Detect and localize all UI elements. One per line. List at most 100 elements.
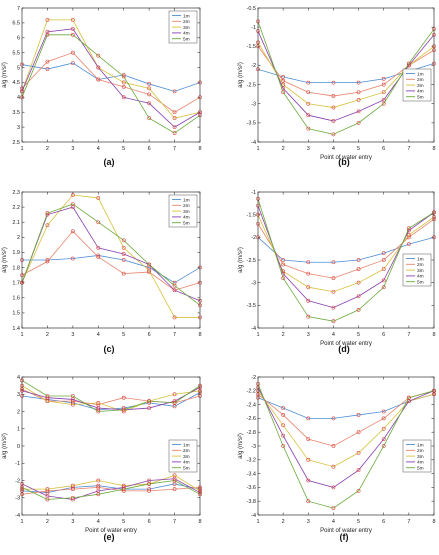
series-line-1m [21, 483, 201, 493]
data-point [331, 485, 336, 490]
data-point [147, 86, 152, 91]
data-point [381, 76, 386, 81]
data-point [121, 95, 126, 100]
x-tick-label: 1 [20, 332, 23, 338]
y-tick-label: -3.4 [247, 471, 256, 477]
series-line-1m [257, 393, 435, 419]
data-point [70, 50, 75, 55]
data-point [121, 271, 126, 276]
y-tick-label: 4 [17, 375, 20, 381]
data-point [356, 120, 361, 125]
axes-frame [21, 7, 201, 143]
data-point [281, 258, 286, 262]
x-tick-label: 8 [198, 146, 201, 152]
data-point [331, 94, 336, 98]
x-tick-label: 7 [407, 146, 410, 152]
data-point [356, 450, 361, 455]
y-tick-label: 1.6 [12, 296, 20, 302]
x-tick-label: 7 [407, 519, 410, 525]
data-point [381, 278, 386, 283]
chart-panel-1: 1 2 3 4 5 6 7 8 2.5 3 3.5 4 4.5 5 5.5 6 6.5 7 a/g (m/s²) 1m… [2, 6, 202, 152]
legend-entry: 5m [417, 280, 424, 286]
x-tick-label: 4 [97, 146, 100, 152]
data-point [147, 92, 152, 97]
data-point [147, 482, 152, 486]
y-tick-label: 1.8 [12, 265, 20, 271]
data-point [281, 262, 286, 267]
legend-entry: 3m [417, 83, 424, 89]
y-tick-label: -2.8 [247, 430, 256, 436]
data-point [281, 413, 286, 417]
data-point [306, 478, 311, 483]
x-tick-label: 3 [71, 146, 74, 152]
x-tick-label: 8 [432, 332, 435, 338]
data-point [45, 32, 50, 37]
x-tick-label: 2 [282, 519, 285, 525]
data-point [121, 74, 126, 79]
x-tick-label: 6 [382, 146, 385, 152]
data-point [306, 113, 311, 118]
y-tick-label: -1 [251, 25, 256, 31]
data-point [70, 394, 75, 398]
x-tick-label: 6 [382, 332, 385, 338]
series-line-4m [257, 387, 435, 488]
data-point [281, 406, 286, 410]
y-tick-label: 6.5 [12, 21, 20, 27]
y-tick-label: 2.2 [12, 205, 20, 211]
x-tick-label: 5 [122, 332, 125, 338]
series-line-3m [21, 385, 201, 412]
y-tick-label: 1.4 [12, 326, 20, 332]
data-point [356, 109, 361, 114]
panel-label: (d) [338, 344, 350, 354]
data-point [70, 229, 75, 234]
y-tick-label: 1 [17, 427, 20, 433]
y-tick-label: -1 [15, 461, 20, 467]
data-point [45, 259, 50, 264]
data-point [381, 267, 386, 271]
data-point [172, 487, 177, 492]
series-line-3m [21, 194, 200, 318]
panel-label: (b) [338, 157, 350, 167]
axes-frame [257, 191, 435, 329]
data-point [121, 246, 126, 250]
x-tick-label: 6 [148, 332, 151, 338]
x-axis-label: Point of water entry [85, 528, 137, 534]
legend-entry: 1m [417, 442, 424, 448]
series-line-5m [21, 480, 201, 500]
y-tick-label: 1.7 [12, 280, 20, 286]
series-line-5m [21, 380, 201, 412]
data-point [356, 294, 361, 299]
data-point [147, 488, 152, 493]
data-point [147, 82, 152, 86]
data-point [306, 80, 311, 85]
chart-panel-3: 1 2 3 4 5 6 7 8 1.4 1.5 1.6 1.7 1.8 1.9 2 2.1 2.2 2.3 a/g … [2, 190, 202, 338]
legend-entry: 4m [183, 460, 190, 466]
axes-frame [257, 376, 435, 516]
data-point [172, 89, 177, 94]
y-tick-label: -2.5 [247, 82, 256, 88]
x-tick-label: 2 [46, 519, 49, 525]
x-tick-label: 8 [432, 146, 435, 152]
series-line-2m [21, 52, 201, 113]
data-point [406, 242, 411, 247]
data-point [70, 495, 75, 500]
data-point [281, 75, 286, 79]
data-point [356, 97, 361, 102]
data-point [96, 478, 101, 483]
legend-entry: 2m [417, 262, 424, 268]
data-point [381, 97, 386, 102]
legend-entry: 3m [417, 454, 424, 460]
y-tick-label: 3 [17, 125, 20, 131]
y-tick-label: -2 [15, 478, 20, 484]
x-tick-label: 4 [332, 146, 335, 152]
data-point [306, 271, 311, 276]
x-tick-label: 7 [173, 146, 176, 152]
data-point [172, 288, 177, 293]
legend-entry: 1m [417, 256, 424, 262]
data-point [96, 65, 101, 70]
data-point [121, 85, 126, 89]
data-point [381, 409, 386, 414]
y-axis-label: a/g (m/s²) [238, 62, 244, 88]
x-tick-label: 4 [97, 519, 100, 525]
